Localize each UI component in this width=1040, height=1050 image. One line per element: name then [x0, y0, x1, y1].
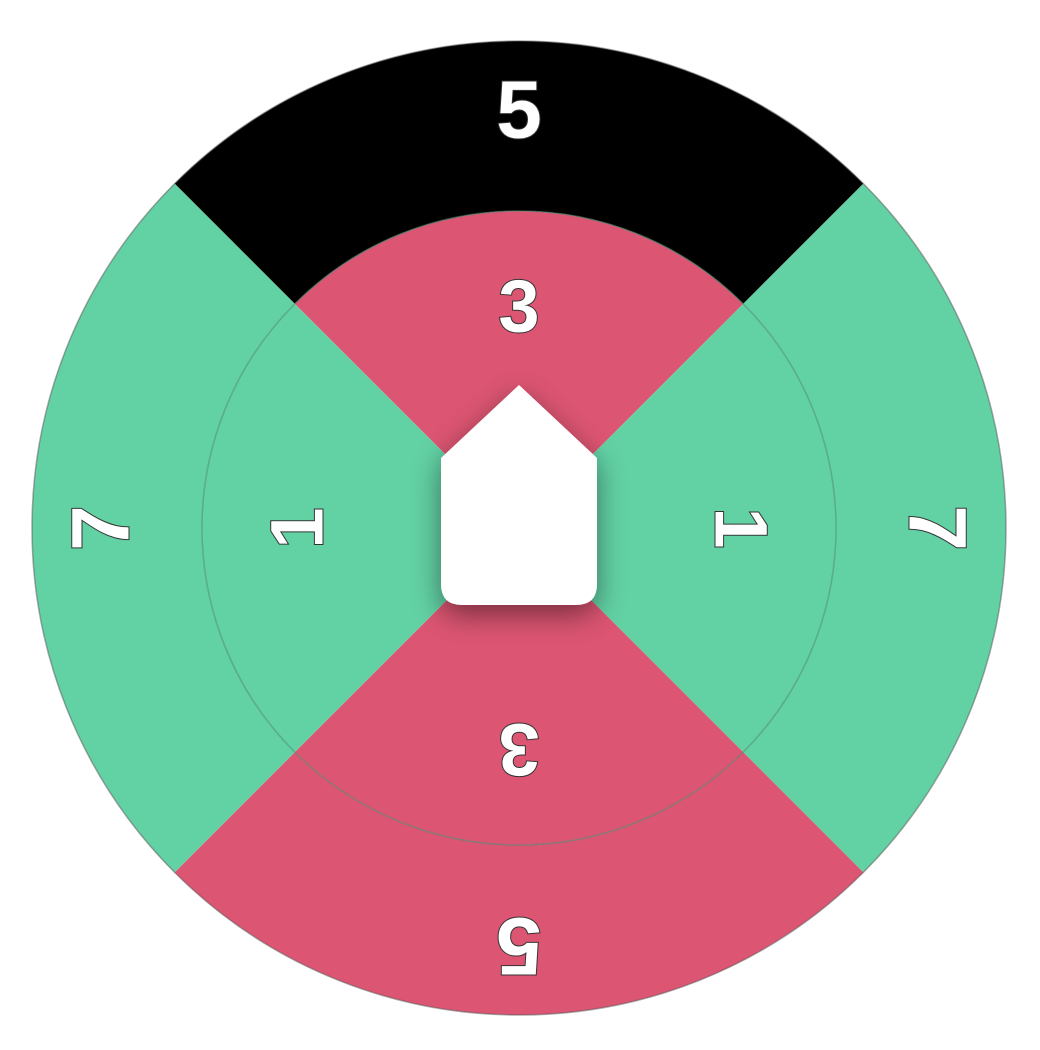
inner-ring-labels: 3 1 3 1 [255, 264, 784, 793]
outer-label-bottom: 5 [496, 901, 542, 992]
inner-label-top: 3 [498, 265, 539, 348]
outer-segment-left[interactable] [31, 183, 295, 873]
inner-label-right: 1 [700, 507, 783, 548]
outer-ring [31, 41, 1007, 1016]
inner-ring [201, 210, 836, 845]
outer-ring-boundary [31, 40, 1007, 1016]
outer-label-left: 7 [56, 505, 147, 551]
outer-segment-bottom[interactable] [174, 752, 864, 1016]
spin-pointer-button[interactable] [441, 385, 597, 605]
arrow-up-pointer-icon [441, 385, 597, 605]
outer-label-top: 5 [496, 65, 542, 156]
outer-ring-labels: 5 7 5 7 [55, 64, 984, 993]
outer-segment-right[interactable] [743, 183, 1007, 873]
inner-segment-left[interactable] [201, 303, 519, 753]
outer-segment-top[interactable] [174, 41, 864, 304]
outer-label-right: 7 [892, 505, 983, 551]
inner-segment-top[interactable] [294, 210, 744, 528]
inner-label-left: 1 [256, 507, 339, 548]
inner-label-bottom: 3 [498, 709, 539, 792]
inner-segment-bottom[interactable] [294, 528, 744, 845]
wheel: 5 7 5 7 3 1 3 1 [31, 40, 1007, 1016]
inner-segment-right[interactable] [519, 303, 836, 753]
inner-ring-boundary [201, 210, 837, 846]
